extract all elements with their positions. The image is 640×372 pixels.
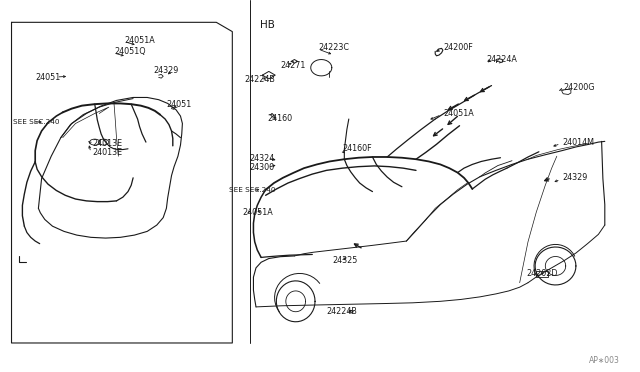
Text: 24051A: 24051A bbox=[242, 208, 273, 217]
Text: 24051Q: 24051Q bbox=[114, 47, 145, 56]
Text: 24325: 24325 bbox=[333, 256, 358, 265]
Text: 24051: 24051 bbox=[35, 73, 60, 82]
Text: SEE SEC.240: SEE SEC.240 bbox=[13, 119, 60, 125]
Text: 24051A: 24051A bbox=[125, 36, 156, 45]
Text: HB: HB bbox=[260, 20, 275, 30]
Text: 24224A: 24224A bbox=[486, 55, 517, 64]
Text: 24013E: 24013E bbox=[92, 148, 122, 157]
Text: 24324: 24324 bbox=[250, 154, 275, 163]
Text: 24202D: 24202D bbox=[526, 269, 557, 278]
Text: 24224B: 24224B bbox=[244, 76, 275, 84]
Text: 24329: 24329 bbox=[154, 66, 179, 75]
Text: 24160: 24160 bbox=[268, 114, 292, 123]
Text: 24329: 24329 bbox=[562, 173, 588, 182]
Bar bbox=[536, 271, 548, 277]
Text: 24271: 24271 bbox=[280, 61, 306, 70]
Text: 24051A: 24051A bbox=[443, 109, 474, 118]
Text: 24200G: 24200G bbox=[563, 83, 595, 92]
Text: 24300: 24300 bbox=[250, 163, 275, 172]
Text: 24051: 24051 bbox=[166, 100, 191, 109]
Text: SEE SEC.240: SEE SEC.240 bbox=[229, 187, 276, 193]
Text: AP∗003: AP∗003 bbox=[589, 356, 620, 365]
Text: 24160F: 24160F bbox=[342, 144, 372, 153]
Text: 24014M: 24014M bbox=[562, 138, 594, 147]
Text: 24224B: 24224B bbox=[326, 307, 357, 316]
Text: 24200F: 24200F bbox=[443, 43, 472, 52]
Text: 24013E: 24013E bbox=[92, 139, 122, 148]
Text: 24223C: 24223C bbox=[319, 43, 349, 52]
